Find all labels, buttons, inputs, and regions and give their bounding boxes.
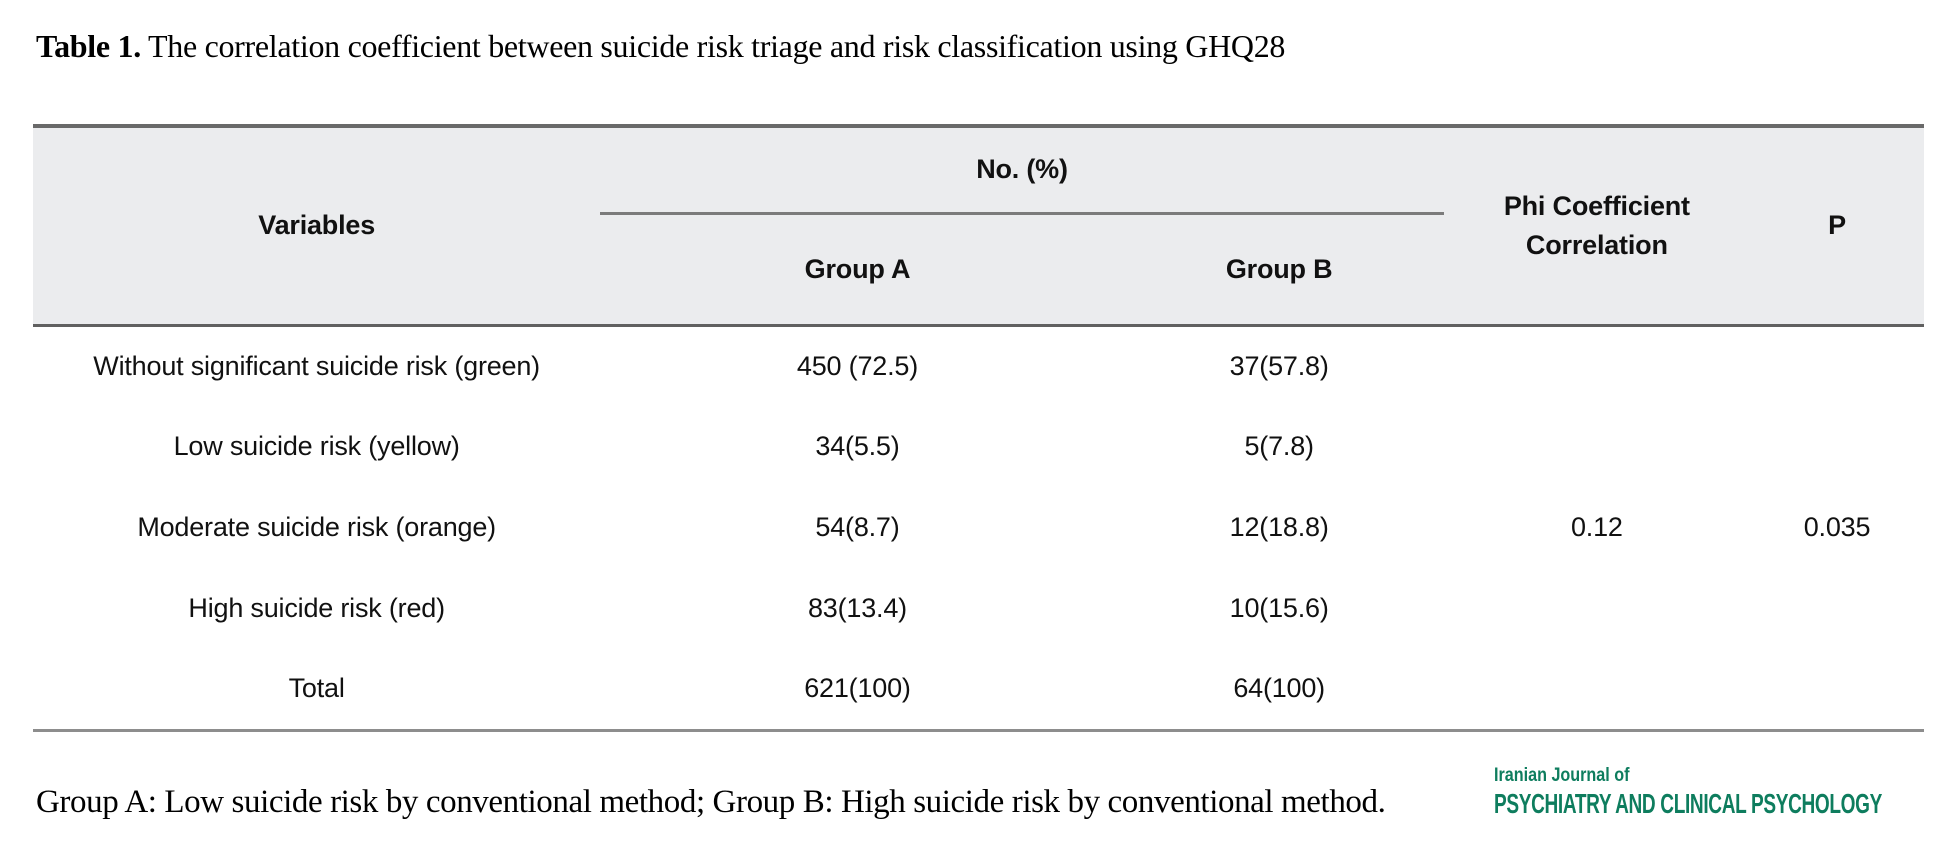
header-phi-line2: Correlation	[1525, 229, 1668, 260]
correlation-table: Variables No. (%) Phi Coefficient Correl…	[33, 124, 1924, 732]
header-phi-line1: Phi Coefficient	[1503, 190, 1690, 221]
cell-group-a: 34(5.5)	[600, 406, 1115, 487]
table-title-label: Table 1.	[36, 28, 141, 64]
table-title-text: The correlation coefficient between suic…	[140, 28, 1286, 64]
table-row: Without significant suicide risk (green)…	[33, 325, 1924, 730]
cell-variable: Without significant suicide risk (green)	[33, 325, 601, 406]
journal-logo: Iranian Journal of PSYCHIATRY AND CLINIC…	[1494, 766, 1945, 818]
cell-p-value: 0.035	[1750, 325, 1924, 730]
table-title: Table 1. The correlation coefficient bet…	[36, 28, 1285, 65]
cell-variable: Low suicide risk (yellow)	[33, 406, 601, 487]
cell-group-b: 64(100)	[1114, 649, 1444, 730]
journal-name-large: PSYCHIATRY AND CLINICAL PSYCHOLOGY	[1494, 788, 1882, 819]
header-variables: Variables	[33, 126, 601, 325]
cell-group-b: 12(18.8)	[1114, 487, 1444, 568]
cell-variable: Total	[33, 649, 601, 730]
cell-phi-value: 0.12	[1443, 325, 1750, 730]
journal-name-small: Iranian Journal of	[1494, 765, 1630, 786]
cell-variable: Moderate suicide risk (orange)	[33, 487, 601, 568]
cell-group-b: 37(57.8)	[1114, 325, 1444, 406]
cell-group-b: 5(7.8)	[1114, 406, 1444, 487]
table-footnote: Group A: Low suicide risk by conventiona…	[36, 784, 1386, 820]
header-no-pct: No. (%)	[600, 126, 1444, 215]
cell-group-a: 54(8.7)	[600, 487, 1115, 568]
header-group-a: Group A	[600, 213, 1115, 325]
cell-group-a: 621(100)	[600, 649, 1115, 730]
header-p: P	[1750, 126, 1924, 325]
table-row: Total 621(100) 64(100)	[33, 649, 1924, 730]
table-row: Moderate suicide risk (orange) 54(8.7) 1…	[33, 487, 1924, 568]
header-phi-coefficient: Phi Coefficient Correlation	[1443, 126, 1750, 325]
table-body: Without significant suicide risk (green)…	[33, 325, 1924, 730]
table-header: Variables No. (%) Phi Coefficient Correl…	[33, 126, 1924, 325]
header-group-b: Group B	[1114, 213, 1444, 325]
cell-group-a: 450 (72.5)	[600, 325, 1115, 406]
table-row: High suicide risk (red) 83(13.4) 10(15.6…	[33, 568, 1924, 649]
cell-variable: High suicide risk (red)	[33, 568, 601, 649]
cell-group-b: 10(15.6)	[1114, 568, 1444, 649]
cell-group-a: 83(13.4)	[600, 568, 1115, 649]
table-row: Low suicide risk (yellow) 34(5.5) 5(7.8)	[33, 406, 1924, 487]
